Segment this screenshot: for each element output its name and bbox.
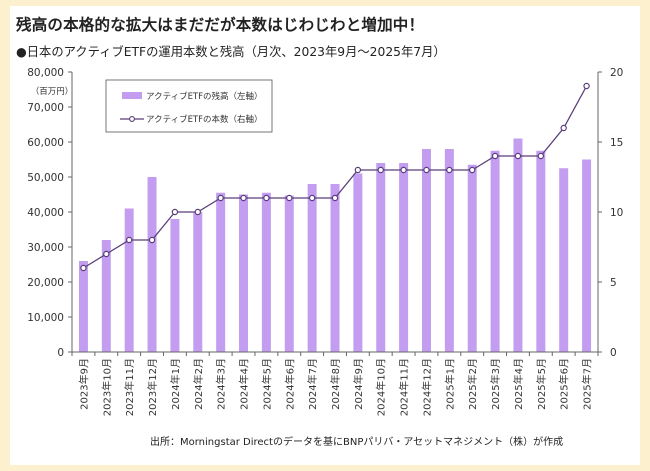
y-right-tick-label: 15 [610, 137, 623, 149]
legend-bar-swatch [122, 92, 142, 99]
bar-2024年5月 [261, 192, 271, 352]
x-tick-label: 2024年2月 [192, 358, 205, 410]
bar-2025年1月 [444, 149, 454, 352]
bar-2024年11月 [399, 163, 409, 352]
y-left-tick-label: 40,000 [27, 207, 64, 219]
count-point-2024年6月 [286, 194, 293, 202]
count-point-2024年12月 [423, 166, 430, 174]
bar-2023年9月 [78, 261, 88, 352]
x-tick-label: 2024年12月 [420, 358, 433, 416]
legend-box [105, 79, 273, 133]
legend-line-marker [129, 116, 135, 122]
bar-2025年6月 [559, 168, 569, 352]
bar-2024年10月 [376, 163, 386, 352]
count-point-2024年8月 [331, 194, 339, 202]
bar-2024年8月 [330, 184, 340, 352]
x-tick-label: 2023年11月 [123, 358, 136, 416]
x-tick-label: 2024年6月 [283, 358, 296, 410]
x-tick-label: 2024年11月 [398, 358, 411, 416]
bar-2024年4月 [239, 194, 249, 352]
bar-2024年6月 [284, 195, 294, 352]
legend-bar-label: アクティブETFの残高（左軸） [146, 91, 263, 102]
y-left-tick-label: 60,000 [27, 137, 64, 149]
count-point-2025年5月 [537, 152, 545, 160]
y-right-tick-label: 10 [610, 207, 623, 219]
x-tick-label: 2024年7月 [306, 358, 319, 410]
bar-2023年10月 [101, 240, 111, 352]
y-right-tick-label: 0 [610, 347, 617, 359]
bar-2024年12月 [421, 149, 431, 352]
bar-2025年2月 [467, 164, 477, 352]
y-right-tick-label: 20 [610, 67, 623, 79]
x-tick-label: 2023年12月 [146, 358, 159, 416]
count-point-2023年12月 [148, 236, 156, 244]
x-tick-label: 2023年9月 [77, 358, 90, 410]
x-tick-label: 2025年3月 [489, 358, 502, 410]
count-point-2024年1月 [171, 208, 179, 216]
x-tick-label: 2025年1月 [443, 358, 456, 410]
count-point-2024年7月 [308, 194, 316, 202]
chart-subtitle: ●日本のアクティブETFの運用本数と残高（月次、2023年9月～2025年7月） [16, 45, 446, 59]
x-tick-label: 2024年8月 [329, 358, 342, 410]
count-point-2025年6月 [560, 124, 567, 132]
count-point-2024年10月 [377, 166, 384, 174]
y-left-tick-label: 30,000 [27, 242, 64, 254]
bar-2024年2月 [193, 212, 203, 352]
bar-2025年5月 [536, 150, 546, 352]
x-tick-label: 2024年10月 [375, 358, 388, 416]
y-left-unit-label: （百万円） [31, 86, 74, 97]
legend-line-label: アクティブETFの本数（右軸） [146, 114, 263, 125]
x-tick-label: 2025年4月 [512, 358, 525, 410]
x-tick-label: 2024年5月 [260, 358, 273, 410]
bar-2023年11月 [124, 208, 134, 352]
x-tick-label: 2024年1月 [169, 358, 182, 410]
x-tick-label: 2024年3月 [215, 358, 228, 410]
y-right-tick-label: 5 [610, 277, 617, 289]
bar-2025年7月 [582, 159, 592, 352]
count-point-2024年2月 [194, 208, 201, 216]
count-point-2023年11月 [125, 236, 133, 244]
x-tick-label: 2025年6月 [558, 358, 571, 410]
bar-2025年3月 [490, 150, 500, 352]
bar-2024年7月 [307, 184, 317, 352]
x-tick-label: 2025年2月 [466, 358, 479, 410]
y-left-tick-label: 80,000 [27, 67, 64, 79]
count-point-2025年2月 [469, 166, 476, 174]
x-tick-label: 2025年5月 [535, 358, 548, 410]
count-point-2025年4月 [514, 152, 522, 160]
count-point-2025年3月 [491, 152, 499, 160]
count-point-2024年3月 [217, 194, 224, 202]
count-point-2024年9月 [354, 166, 362, 174]
count-point-2025年7月 [583, 82, 590, 90]
x-tick-label: 2024年4月 [238, 358, 251, 410]
x-tick-label: 2023年10月 [100, 358, 113, 416]
page-title: 残高の本格的な拡大はまだだが本数はじわじわと増加中！ [16, 16, 425, 34]
count-point-2025年1月 [446, 166, 453, 174]
x-tick-label: 2024年9月 [352, 358, 365, 410]
count-point-2024年5月 [263, 194, 270, 202]
bar-2024年9月 [353, 173, 363, 352]
bar-2023年12月 [147, 177, 157, 352]
y-left-tick-label: 10,000 [27, 312, 64, 324]
bar-2024年1月 [170, 219, 180, 352]
y-left-tick-label: 20,000 [27, 277, 64, 289]
y-left-tick-label: 0 [57, 347, 64, 359]
bar-2024年3月 [216, 192, 226, 352]
count-point-2023年9月 [80, 264, 87, 272]
source-note: 出所：Morningstar Directのデータを基にBNPパリバ・アセットマ… [150, 437, 564, 448]
count-point-2024年4月 [240, 194, 247, 202]
count-point-2024年11月 [400, 166, 407, 174]
bar-2025年4月 [513, 138, 523, 352]
count-point-2023年10月 [103, 250, 110, 258]
y-left-tick-label: 70,000 [27, 102, 64, 114]
x-tick-label: 2025年7月 [581, 358, 594, 410]
y-left-tick-label: 50,000 [27, 172, 64, 184]
